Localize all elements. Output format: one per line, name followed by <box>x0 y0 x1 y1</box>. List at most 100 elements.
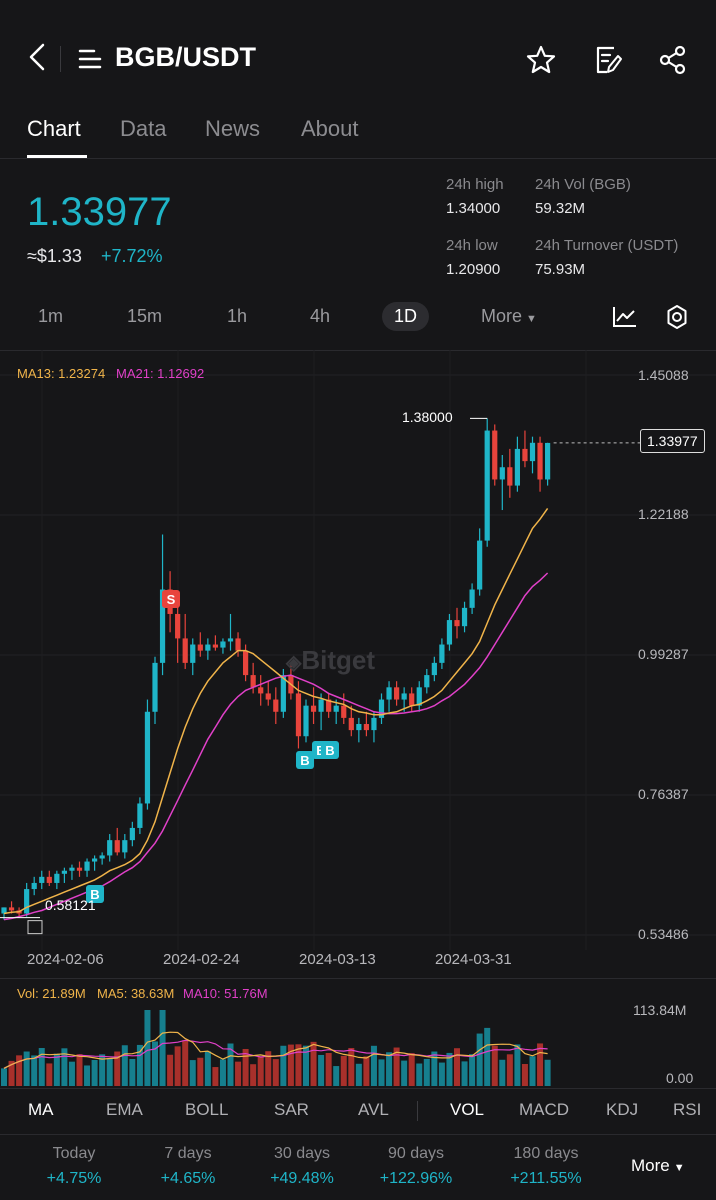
x-tick-1: 2024-02-06 <box>27 951 104 968</box>
tab-data[interactable]: Data <box>120 116 167 141</box>
candle-body <box>484 430 490 541</box>
candle-body <box>545 442 551 480</box>
candle-body <box>159 589 166 663</box>
volume-bar <box>53 1053 60 1086</box>
volume-bar <box>84 1065 91 1086</box>
tab-chart[interactable]: Chart <box>27 116 81 141</box>
timeframe-more[interactable]: More ▼ <box>481 306 537 327</box>
candlestick-chart[interactable]: SBBBB <box>0 350 716 980</box>
timeframe-4h[interactable]: 4h <box>310 306 331 326</box>
volume-bar <box>257 1056 264 1086</box>
indicator-avl[interactable]: AVL <box>358 1100 389 1119</box>
volume-bar <box>355 1063 362 1086</box>
volume-bar <box>174 1046 181 1086</box>
tab-about[interactable]: About <box>301 116 359 141</box>
share-icon[interactable] <box>657 44 689 76</box>
timeframe-1h[interactable]: 1h <box>227 306 248 326</box>
volume-bar <box>310 1041 317 1086</box>
candle-body <box>318 699 324 712</box>
candle-body <box>212 644 218 648</box>
edit-note-icon[interactable] <box>592 44 624 76</box>
candle-body <box>84 861 90 871</box>
star-icon[interactable] <box>525 44 557 76</box>
buy-marker-bg <box>86 885 104 903</box>
last-price: 1.33977 <box>27 190 172 234</box>
candle-body <box>61 870 67 874</box>
volume-bar <box>265 1051 272 1086</box>
volume-bar <box>378 1059 385 1086</box>
pair-title[interactable]: BGB/USDT <box>115 42 256 72</box>
indicator-macd[interactable]: MACD <box>519 1100 570 1119</box>
candle-body <box>461 607 468 627</box>
timeframe-1m[interactable]: 1m <box>38 306 64 326</box>
volume-bar <box>476 1033 483 1086</box>
line-chart-icon[interactable] <box>612 305 638 329</box>
candle-body <box>46 876 52 883</box>
candle-body <box>477 540 483 590</box>
candle-body <box>341 705 347 718</box>
settings-icon[interactable] <box>664 304 690 330</box>
volume-bar <box>227 1043 234 1086</box>
low-marker-label: 0.58121 <box>45 897 96 913</box>
candle-body <box>363 724 369 731</box>
volume-bar <box>280 1045 287 1086</box>
return-180d-value: +211.55% <box>510 1170 582 1187</box>
candle-body <box>107 840 113 856</box>
y-tick-2: 1.22188 <box>638 506 689 522</box>
caret-down-icon: ▼ <box>526 313 537 325</box>
volume-bar <box>235 1061 242 1086</box>
volume-bar <box>272 1059 279 1086</box>
volume-bar <box>152 1041 158 1086</box>
candle-body <box>152 662 158 712</box>
buy-marker-bg <box>296 751 314 769</box>
candle-body <box>8 907 15 911</box>
volume-bar <box>129 1058 136 1086</box>
volume-bar <box>287 1044 294 1086</box>
return-30d-value: +49.48% <box>270 1170 334 1187</box>
y-tick-1: 1.45088 <box>638 367 689 383</box>
x-tick-4: 2024-03-31 <box>435 951 512 968</box>
menu-icon[interactable] <box>78 48 104 70</box>
turnover-label: 24h Turnover (USDT) <box>535 237 679 254</box>
vol-ma5-line <box>3 1031 548 1069</box>
tab-news[interactable]: News <box>205 116 261 141</box>
indicator-sar[interactable]: SAR <box>274 1100 309 1119</box>
volume-bar <box>393 1047 400 1086</box>
return-today-value: +4.75% <box>46 1170 102 1187</box>
vol-ma5-legend: MA5: 38.63M <box>97 986 175 1001</box>
timeframe-1d[interactable]: 1D <box>382 302 430 331</box>
buy-marker: B <box>300 753 309 768</box>
timeframe-15m[interactable]: 15m <box>127 306 163 326</box>
watermark: ◈Bitget <box>286 645 375 676</box>
volume-bar <box>408 1053 415 1086</box>
candle-body <box>416 687 422 706</box>
volume-bar <box>31 1055 38 1086</box>
volume-bar <box>204 1051 211 1086</box>
candle-body <box>114 840 120 853</box>
candle-body <box>1 907 7 914</box>
indicator-kdj[interactable]: KDJ <box>606 1100 639 1119</box>
returns-more-button[interactable]: More ▼ <box>631 1156 685 1176</box>
volume-chart <box>1 1010 551 1086</box>
vol-label: 24h Vol (BGB) <box>535 176 631 193</box>
indicator-boll[interactable]: BOLL <box>185 1100 229 1119</box>
volume-bar <box>454 1048 460 1086</box>
indicator-ma[interactable]: MA <box>28 1100 54 1119</box>
caret-down-icon: ▼ <box>673 1162 685 1174</box>
back-icon[interactable] <box>26 42 48 72</box>
candle-body <box>295 693 302 737</box>
volume-bar <box>499 1059 506 1086</box>
indicator-rsi[interactable]: RSI <box>673 1100 702 1119</box>
indicators-divider <box>0 1088 716 1089</box>
last-price-tag: 1.33977 <box>640 429 705 453</box>
volume-bar <box>8 1060 15 1086</box>
volume-bar <box>370 1045 377 1086</box>
candle-body <box>507 467 513 486</box>
indicator-vol[interactable]: VOL <box>450 1100 485 1119</box>
indicator-ema[interactable]: EMA <box>106 1100 143 1119</box>
volume-bar <box>401 1060 408 1086</box>
candle-body <box>348 717 354 731</box>
candle-body <box>92 858 98 862</box>
volume-bar <box>416 1063 423 1086</box>
candle-body <box>273 699 279 712</box>
